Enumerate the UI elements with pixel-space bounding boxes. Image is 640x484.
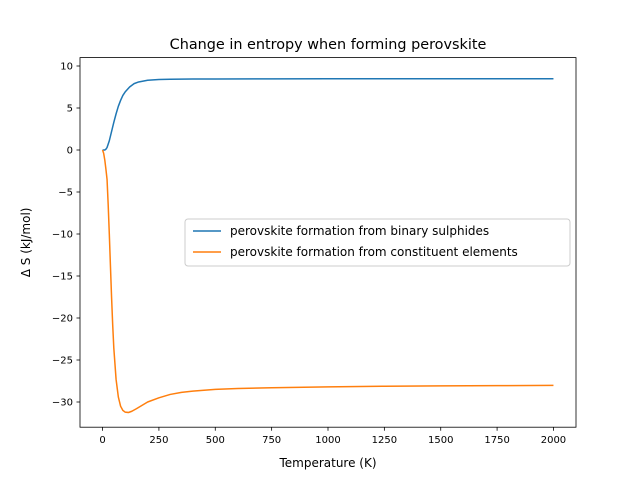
y-tick-label: 10: [60, 62, 73, 73]
y-tick-label: −25: [52, 356, 73, 367]
series-line-2: [101, 149, 554, 414]
x-axis-ticks: 0 250 500 750 1000 1250 1500 1750 2000: [99, 427, 566, 446]
x-axis-label: Temperature (K): [278, 456, 376, 470]
y-tick-label: 5: [67, 104, 73, 115]
y-axis-ticks: 10 5 0 −5 −10 −15 −20 −25 −30: [52, 62, 80, 409]
y-tick-label: −5: [58, 188, 73, 199]
x-tick-label: 1250: [372, 435, 397, 446]
x-tick-label: 1500: [428, 435, 453, 446]
x-tick-label: 250: [149, 435, 168, 446]
y-tick-label: −20: [52, 314, 73, 325]
x-tick-label: 1750: [484, 435, 509, 446]
chart-title: Change in entropy when forming perovskit…: [170, 37, 487, 53]
y-tick-label: 0: [67, 146, 73, 157]
x-tick-label: 500: [206, 435, 225, 446]
x-tick-label: 2000: [541, 435, 566, 446]
y-tick-label: −10: [52, 230, 73, 241]
x-tick-label: 1000: [315, 435, 340, 446]
y-axis-label: Δ S (kJ/mol): [19, 208, 33, 278]
y-tick-label: −15: [52, 272, 73, 283]
legend-frame: [184, 218, 571, 267]
legend: perovskite formation from binary sulphid…: [184, 218, 571, 267]
series-line-1: [102, 78, 554, 151]
x-tick-label: 750: [262, 435, 281, 446]
x-tick-label: 0: [99, 435, 105, 446]
y-tick-label: −30: [52, 398, 73, 409]
series-layer: [101, 78, 554, 414]
legend-label: perovskite formation from binary sulphid…: [230, 224, 489, 238]
legend-label: perovskite formation from constituent el…: [230, 245, 518, 259]
